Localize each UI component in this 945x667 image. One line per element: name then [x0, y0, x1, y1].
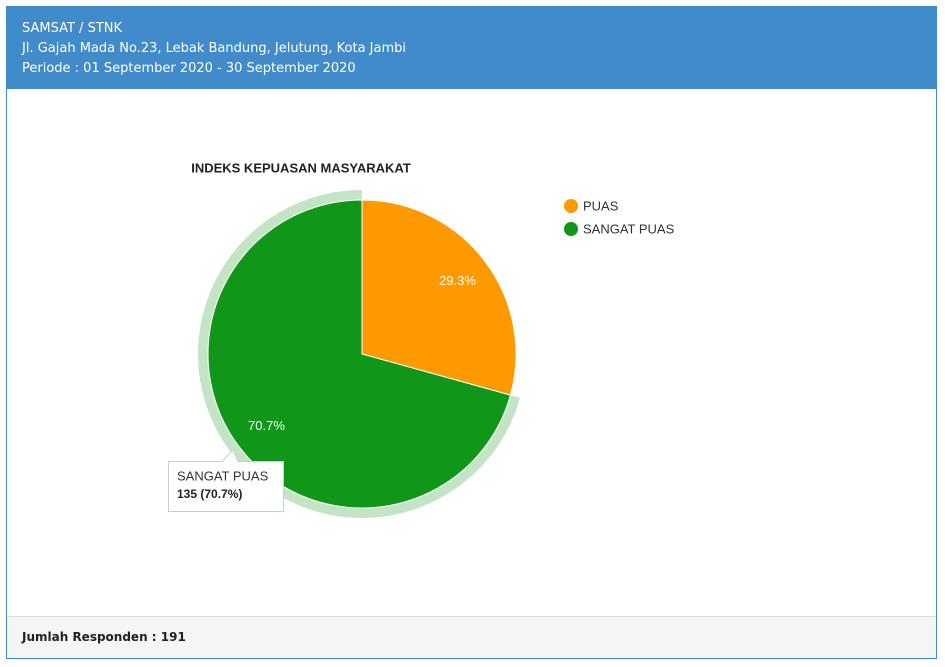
header-address: Jl. Gajah Mada No.23, Lebak Bandung, Jel… — [22, 41, 407, 56]
slice-label: 70.7% — [248, 418, 285, 433]
pie-slice — [361, 199, 517, 396]
panel-footer: Jumlah Responden : 191 — [7, 616, 936, 658]
legend-item[interactable]: SANGAT PUAS — [564, 221, 675, 236]
slice-label: 29.3% — [439, 273, 476, 288]
legend-label: SANGAT PUAS — [583, 221, 675, 236]
legend-item[interactable]: PUAS — [564, 198, 619, 213]
tooltip-text: 135 (70.7%) — [177, 487, 242, 501]
tooltip-title: SANGAT PUAS — [177, 468, 269, 483]
header-title: SAMSAT / STNK — [22, 21, 123, 36]
legend-label: PUAS — [583, 198, 619, 213]
panel-header: SAMSAT / STNK Jl. Gajah Mada No.23, Leba… — [7, 7, 936, 89]
legend-symbol — [564, 222, 578, 236]
legend-symbol — [564, 199, 578, 213]
panel: SAMSAT / STNK Jl. Gajah Mada No.23, Leba… — [6, 6, 937, 659]
header-period: Periode : 01 September 2020 - 30 Septemb… — [22, 61, 356, 76]
tooltip-box — [168, 449, 284, 512]
chart-title: INDEKS KEPUASAN MASYARAKAT — [191, 160, 411, 175]
pie-slice — [207, 199, 512, 509]
